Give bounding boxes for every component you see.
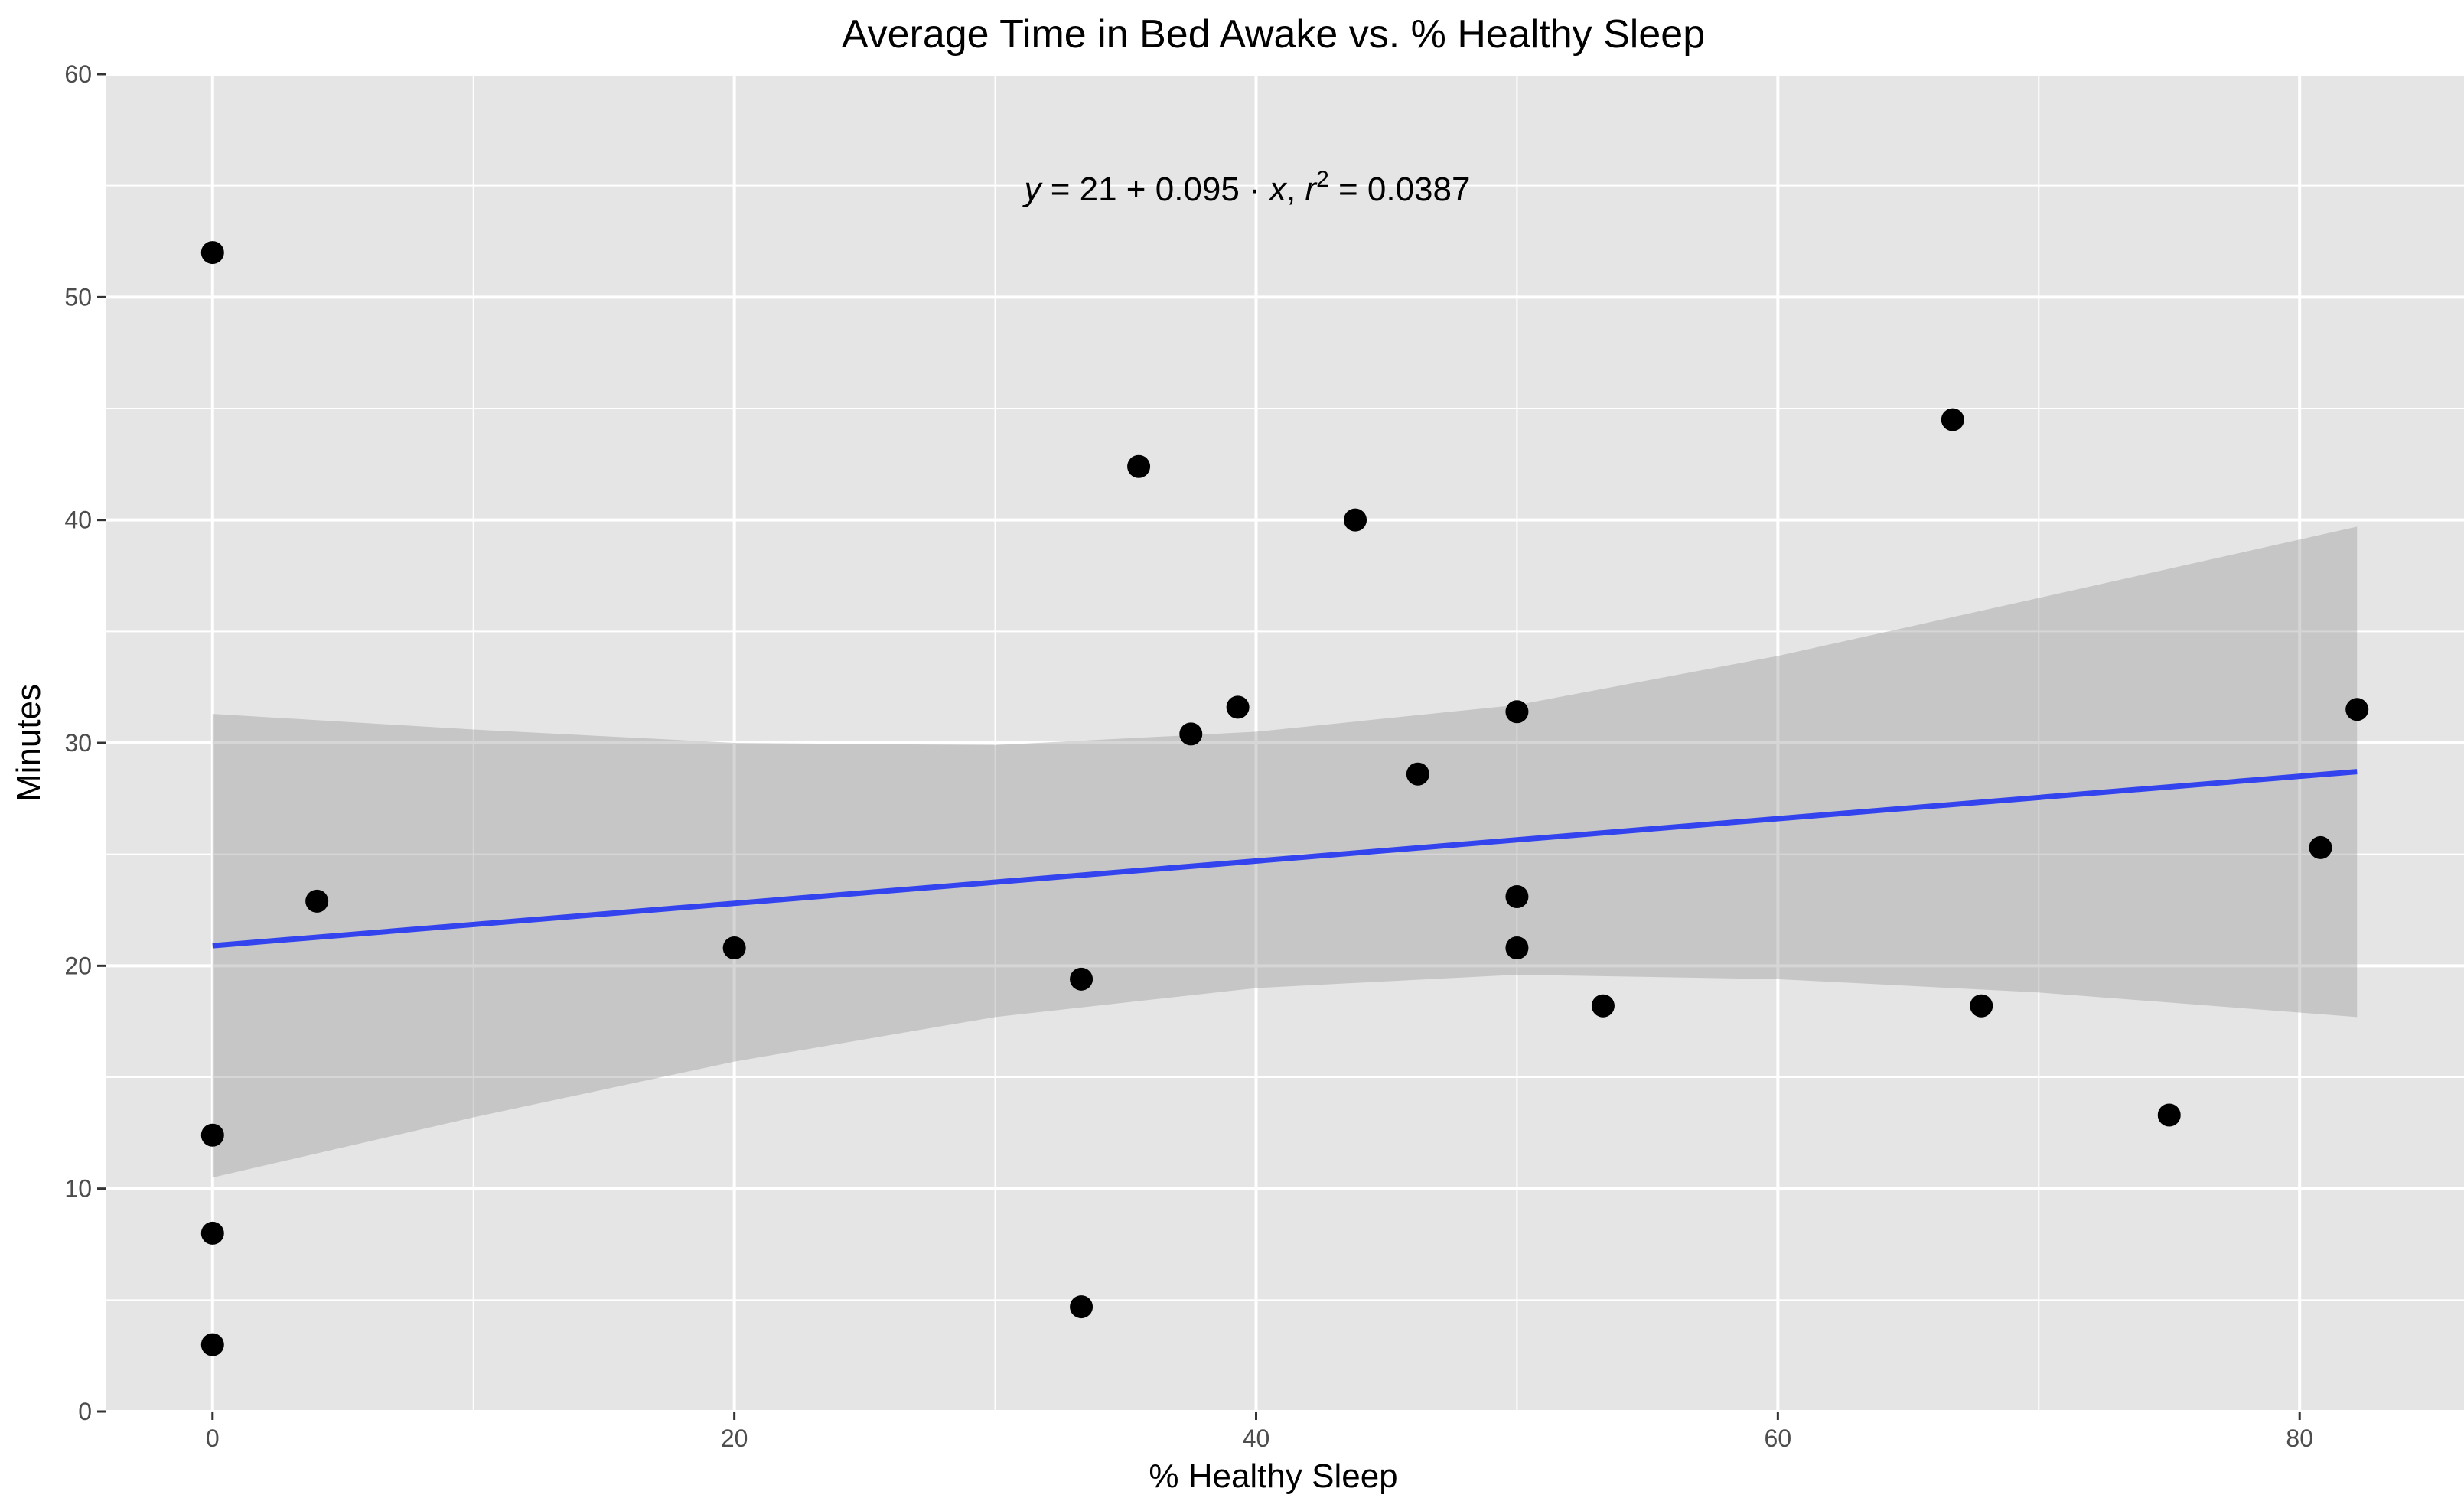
equation-separator: , (1286, 171, 1305, 208)
y-tick-label: 20 (64, 952, 92, 979)
data-point (1179, 722, 1203, 746)
data-point (1344, 508, 1367, 532)
r-squared-value: = 0.0387 (1329, 171, 1471, 208)
data-point (1226, 695, 1250, 719)
x-tick-label: 80 (2286, 1425, 2313, 1452)
equation-body: = 21 + 0.095 · (1041, 171, 1269, 208)
y-tick-label: 10 (64, 1175, 92, 1203)
data-point (1941, 408, 1964, 431)
data-point (1127, 454, 1151, 478)
x-tick-label: 20 (721, 1425, 748, 1452)
data-point (200, 1333, 224, 1356)
data-point (2345, 698, 2369, 721)
data-point (1070, 1295, 1093, 1319)
regression-equation: y = 21 + 0.095 · x, r2 = 0.0387 (1022, 167, 1471, 208)
r-squared-exponent: 2 (1316, 167, 1329, 192)
equation-y-var: y (1022, 171, 1044, 208)
y-tick-label: 50 (64, 283, 92, 311)
data-point (1970, 994, 1993, 1018)
data-point (1406, 762, 1429, 786)
r-squared-var: r (1305, 171, 1318, 208)
data-point (1505, 700, 1529, 724)
data-point (200, 1221, 224, 1245)
data-point (1505, 885, 1529, 909)
y-tick-label: 30 (64, 729, 92, 757)
y-tick-label: 60 (64, 60, 92, 88)
data-point (2309, 835, 2332, 859)
x-tick-label: 0 (206, 1425, 220, 1452)
data-point (2157, 1103, 2181, 1127)
data-point (722, 936, 746, 960)
chart-title: Average Time in Bed Awake vs. % Healthy … (842, 12, 1705, 57)
data-point (1591, 994, 1615, 1018)
equation-x-var: x (1268, 171, 1288, 208)
y-axis: 0 10 20 30 40 50 60 (64, 60, 106, 1425)
regression-line (212, 769, 2358, 949)
confidence-ribbon (212, 526, 2358, 1178)
data-point (1070, 967, 1093, 991)
y-axis-title: Minutes (10, 684, 47, 802)
x-axis: 0 20 40 60 80 (206, 1412, 2313, 1452)
data-points (200, 241, 2369, 1356)
data-point (200, 1123, 224, 1147)
data-point (305, 889, 329, 913)
x-axis-title: % Healthy Sleep (1149, 1457, 1397, 1495)
y-tick-label: 0 (78, 1398, 92, 1425)
x-tick-label: 60 (1765, 1425, 1792, 1452)
x-tick-label: 40 (1243, 1425, 1270, 1452)
y-tick-label: 40 (64, 506, 92, 534)
data-point (1505, 936, 1529, 960)
data-point (200, 241, 224, 265)
grid-major (106, 73, 2464, 1413)
